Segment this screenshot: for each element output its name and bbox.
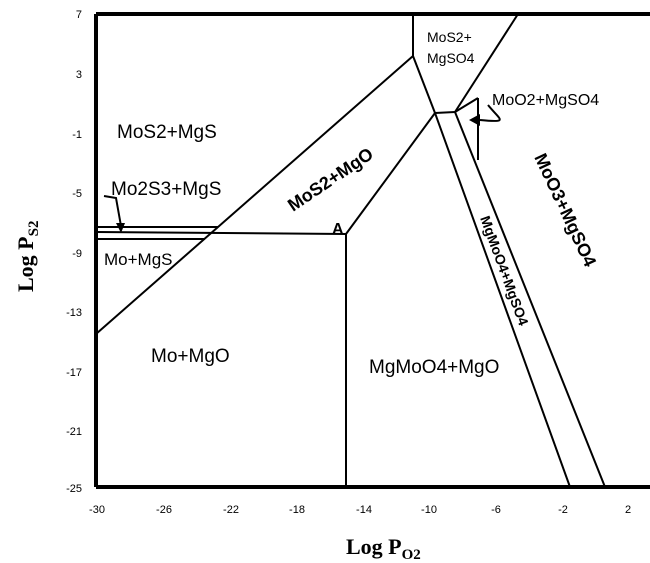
boundary-mos2-mgso4-right	[454, 13, 519, 113]
y-tick-label: 3	[76, 69, 82, 81]
x-tick-label: -6	[491, 504, 501, 516]
region-label-mgmoo4-mgo: MgMoO4+MgO	[369, 357, 499, 378]
y-axis-ticks: 7 3 -1 -5 -9 -13 -17 -21 -25	[66, 9, 82, 495]
boundary-mos2-mgs-mgo	[95, 55, 414, 335]
boundary-moo2-top	[454, 97, 479, 113]
boundary-mgmoo4-mgso4-right	[454, 111, 606, 488]
point-label-a: A	[332, 221, 344, 238]
x-axis-title-main: Log P	[346, 534, 402, 559]
x-tick-label: 2	[625, 504, 631, 516]
x-tick-label: -2	[558, 504, 568, 516]
y-tick-label: -13	[66, 307, 82, 319]
y-tick-label: -9	[72, 248, 82, 260]
boundary-mgmoo4-mgso4-left	[434, 112, 571, 488]
x-tick-label: -14	[356, 504, 372, 516]
region-label-mos2-mgo: MoS2+MgO	[284, 144, 377, 216]
region-label-moo3-mgso4: MoO3+MgSO4	[530, 150, 600, 270]
y-tick-label: -21	[66, 426, 82, 438]
x-tick-label: -22	[223, 504, 239, 516]
region-label-mos2-mgso4-line1: MoS2+	[427, 29, 472, 45]
y-tick-label: -17	[66, 367, 82, 379]
x-axis-ticks: -30 -26 -22 -18 -14 -10 -6 -2 2	[89, 504, 631, 516]
boundary-mos2-mgso4-left	[412, 55, 436, 114]
region-label-mos2-mgs: MoS2+MgS	[117, 122, 217, 143]
x-tick-label: -10	[421, 504, 437, 516]
y-tick-label: -5	[72, 188, 82, 200]
y-tick-label: -1	[72, 129, 82, 141]
y-tick-label: 7	[76, 9, 82, 21]
y-axis-title-main: Log P	[13, 236, 38, 292]
boundary-mos2-mgso4-bottom	[434, 111, 456, 114]
region-label-mo-mgs: Mo+MgS	[104, 250, 173, 269]
region-label-mos2-mgso4-line2: MgSO4	[427, 50, 475, 66]
boundary-mos2-mgmoo4	[345, 112, 436, 235]
x-tick-label: -30	[89, 504, 105, 516]
y-axis-title-subscript: S2	[26, 221, 42, 237]
x-axis-title-subscript: O2	[402, 547, 421, 563]
y-axis-title: Log PS2	[13, 221, 42, 292]
arrow-moo2-mgso4	[469, 104, 501, 126]
arrow-mo2s3	[103, 195, 125, 233]
region-label-mo-mgo: Mo+MgO	[151, 346, 230, 367]
x-axis-title: Log PO2	[346, 534, 421, 563]
x-tick-label: -18	[289, 504, 305, 516]
boundary-mo-mgs-mgo	[95, 231, 347, 235]
y-tick-label: -25	[66, 483, 82, 495]
region-label-moo2-mgso4: MoO2+MgSO4	[492, 92, 599, 109]
region-label-mgmoo4-mgso4: MgMoO4+MgSO4	[477, 214, 532, 328]
x-tick-label: -26	[156, 504, 172, 516]
region-label-mo2s3-mgs: Mo2S3+MgS	[111, 179, 221, 200]
